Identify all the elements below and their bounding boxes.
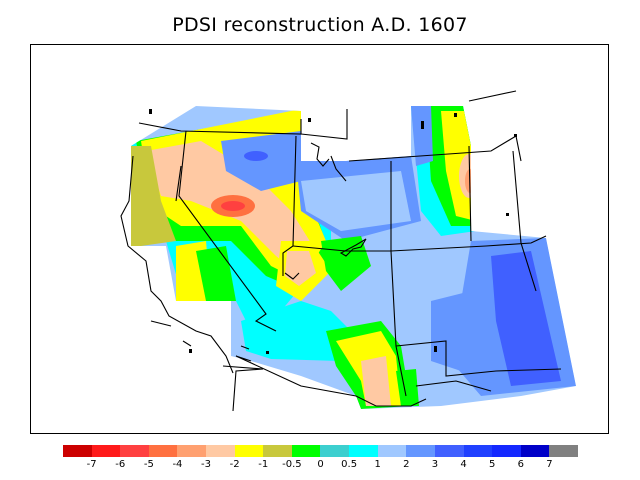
legend-swatch bbox=[148, 445, 178, 457]
legend-label: 5 bbox=[488, 459, 496, 470]
color-legend: -7 -6 -5 -4 -3 -2 -1 -0.5 0 0.5 1 2 3 4 5 6 7 bbox=[63, 445, 578, 475]
lake-mark bbox=[149, 109, 152, 114]
lake-mark bbox=[434, 346, 437, 352]
pdsi-cell bbox=[244, 151, 268, 161]
pdsi-cell bbox=[285, 251, 316, 286]
legend-label: 2 bbox=[403, 459, 410, 470]
legend-label: -1 bbox=[258, 459, 269, 470]
legend-swatch bbox=[406, 445, 435, 457]
coastline bbox=[120, 155, 234, 374]
pdsi-cell bbox=[221, 201, 245, 211]
legend-swatch bbox=[492, 445, 521, 457]
boundaries bbox=[120, 90, 562, 412]
small-lakes bbox=[149, 109, 517, 354]
page-title: PDSI reconstruction A.D. 1607 bbox=[172, 14, 468, 36]
border-line bbox=[292, 245, 391, 252]
pdsi-cell bbox=[411, 106, 433, 166]
legend-label: -5 bbox=[143, 459, 154, 470]
pdsi-cell bbox=[431, 291, 481, 371]
legend-label: -2 bbox=[229, 459, 240, 470]
pdsi-cell bbox=[491, 251, 561, 386]
legend-swatch bbox=[520, 445, 550, 457]
legend-swatch bbox=[377, 445, 407, 457]
legend-label: 3 bbox=[431, 459, 439, 470]
border-line bbox=[348, 135, 522, 162]
pdsi-map bbox=[120, 90, 576, 412]
pdsi-cell bbox=[221, 131, 301, 191]
legend-swatch bbox=[63, 445, 92, 457]
legend-label: -7 bbox=[86, 459, 97, 470]
border-line bbox=[390, 235, 547, 252]
legend-label: 1 bbox=[374, 459, 381, 470]
border-line bbox=[222, 365, 264, 412]
legend-swatch bbox=[291, 445, 321, 457]
legend-swatch bbox=[320, 445, 350, 457]
lake-mark bbox=[189, 349, 192, 353]
border-line bbox=[390, 161, 407, 397]
border-line bbox=[178, 130, 277, 332]
border-line bbox=[468, 145, 472, 242]
legend-swatch bbox=[91, 445, 121, 457]
lake-mark bbox=[266, 351, 269, 354]
border-line bbox=[395, 340, 562, 377]
pdsi-cell bbox=[241, 301, 351, 361]
legend-swatch bbox=[263, 445, 292, 457]
legend-label: 0 bbox=[317, 459, 324, 470]
legend-swatch bbox=[234, 445, 264, 457]
border-line bbox=[175, 165, 182, 202]
lake-mark bbox=[421, 121, 424, 129]
lake-outline bbox=[310, 142, 330, 167]
border-line bbox=[235, 355, 427, 407]
legend-colorbar bbox=[63, 445, 578, 457]
pdsi-cell bbox=[131, 146, 176, 246]
legend-label: -6 bbox=[115, 459, 126, 470]
lake-mark bbox=[506, 213, 509, 216]
legend-swatch bbox=[549, 445, 578, 457]
legend-label: 0.5 bbox=[341, 459, 358, 470]
lake-mark bbox=[308, 118, 311, 122]
pdsi-field bbox=[131, 106, 576, 409]
legend-label: 6 bbox=[517, 459, 524, 470]
border-line bbox=[415, 380, 492, 392]
coastline bbox=[330, 155, 347, 182]
legend-swatch bbox=[206, 445, 235, 457]
legend-label: 4 bbox=[460, 459, 467, 470]
legend-label: -3 bbox=[201, 459, 212, 470]
pdsi-cell bbox=[396, 369, 419, 406]
border-line bbox=[282, 135, 297, 276]
legend-label: -0.5 bbox=[282, 459, 302, 470]
map-panel bbox=[30, 44, 609, 434]
lake-outline bbox=[284, 272, 300, 280]
coastline bbox=[150, 320, 250, 350]
great-salt-lake bbox=[339, 238, 367, 257]
lake-mark bbox=[514, 134, 517, 137]
legend-swatch bbox=[349, 445, 378, 457]
border-line bbox=[300, 109, 348, 140]
legend-swatch bbox=[434, 445, 464, 457]
legend-swatch bbox=[120, 445, 149, 457]
legend-swatch bbox=[177, 445, 207, 457]
border-line bbox=[512, 150, 537, 292]
legend-label: 7 bbox=[546, 459, 553, 470]
legend-swatch bbox=[463, 445, 493, 457]
border-line bbox=[468, 90, 517, 102]
legend-label: -4 bbox=[172, 459, 183, 470]
pdsi-cell bbox=[301, 171, 411, 231]
lake-mark bbox=[454, 113, 457, 117]
border-line bbox=[138, 119, 302, 135]
pdsi-cell bbox=[361, 356, 391, 406]
